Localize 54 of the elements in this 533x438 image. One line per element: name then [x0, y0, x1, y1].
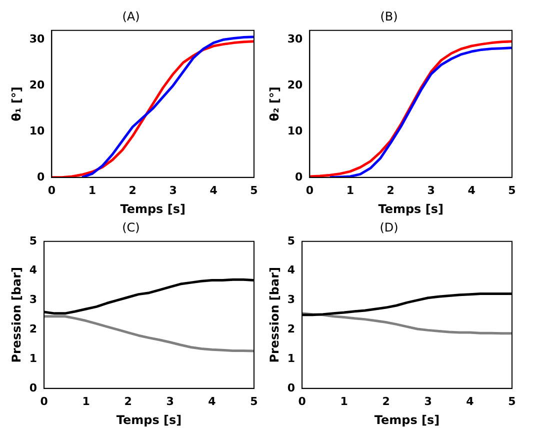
- y-tick-label: 0: [37, 170, 46, 184]
- y-tick-label: 2: [29, 322, 38, 336]
- chart-title: (D): [380, 220, 398, 234]
- x-tick-label: 3: [169, 184, 177, 197]
- y-tick-label: 10: [287, 124, 304, 138]
- x-axis-title: Temps [s]: [116, 412, 182, 427]
- x-tick-label: 3: [424, 394, 432, 408]
- y-tick-label: 0: [287, 381, 296, 394]
- y-tick-label: 2: [287, 322, 296, 336]
- y-tick-label: 3: [29, 293, 38, 306]
- chart-title: (A): [122, 9, 140, 24]
- x-tick-label: 4: [210, 184, 218, 197]
- y-tick-label: 5: [29, 234, 38, 248]
- y-axis-title: Pression [bar]: [267, 267, 282, 363]
- x-tick-label: 2: [382, 394, 390, 408]
- y-tick-label: 5: [287, 234, 296, 248]
- x-tick-label: 5: [508, 394, 516, 408]
- x-axis-title: Temps [s]: [374, 412, 440, 427]
- y-axis-title: θ₁ [°]: [9, 86, 24, 122]
- x-tick-label: 2: [386, 184, 394, 197]
- x-tick-label: 5: [250, 394, 258, 408]
- x-tick-label: 4: [466, 394, 474, 408]
- x-tick-label: 2: [128, 184, 136, 197]
- y-tick-label: 1: [29, 352, 38, 365]
- y-tick-label: 10: [29, 124, 46, 138]
- y-tick-label: 0: [295, 170, 304, 184]
- x-tick-label: 0: [306, 184, 314, 197]
- chart-title: (C): [122, 220, 140, 234]
- x-tick-label: 1: [346, 184, 354, 197]
- x-tick-label: 4: [208, 394, 216, 408]
- x-tick-label: 0: [48, 184, 56, 197]
- y-tick-label: 30: [29, 32, 46, 46]
- x-tick-label: 5: [508, 184, 516, 197]
- x-tick-label: 4: [468, 184, 476, 197]
- x-axis-title: Temps [s]: [378, 202, 444, 216]
- y-tick-label: 20: [287, 78, 304, 92]
- x-tick-label: 3: [166, 394, 174, 408]
- x-tick-label: 2: [124, 394, 132, 408]
- y-axis-title: Pression [bar]: [9, 267, 24, 363]
- x-tick-label: 5: [250, 184, 258, 197]
- x-tick-label: 1: [340, 394, 348, 408]
- y-axis-title: θ₂ [°]: [267, 86, 282, 122]
- y-tick-label: 3: [287, 293, 296, 306]
- x-axis-title: Temps [s]: [120, 202, 186, 216]
- y-tick-label: 1: [287, 352, 296, 365]
- x-tick-label: 1: [82, 394, 90, 408]
- y-tick-label: 20: [29, 78, 46, 92]
- y-tick-label: 4: [29, 264, 38, 277]
- y-tick-label: 4: [287, 264, 296, 277]
- x-tick-label: 1: [88, 184, 96, 197]
- chart-title: (B): [380, 9, 398, 24]
- y-tick-label: 30: [287, 32, 304, 46]
- x-tick-label: 3: [427, 184, 435, 197]
- y-tick-label: 0: [29, 381, 38, 394]
